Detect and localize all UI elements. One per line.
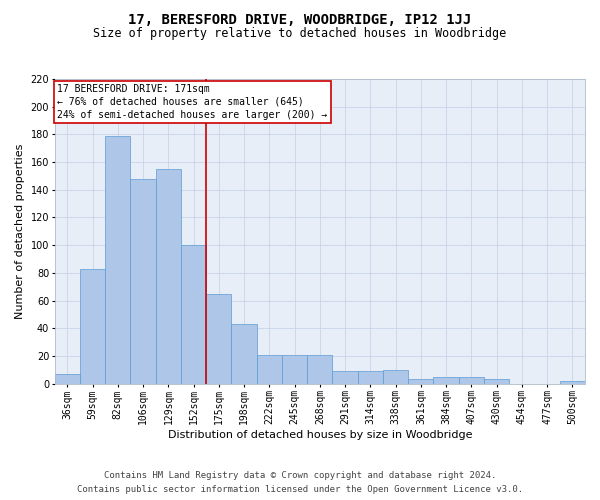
Bar bbox=[560, 381, 585, 384]
Bar bbox=[181, 245, 206, 384]
Bar bbox=[433, 376, 459, 384]
Bar bbox=[55, 374, 80, 384]
Bar bbox=[156, 169, 181, 384]
Bar bbox=[282, 354, 307, 384]
Text: 17 BERESFORD DRIVE: 171sqm
← 76% of detached houses are smaller (645)
24% of sem: 17 BERESFORD DRIVE: 171sqm ← 76% of deta… bbox=[58, 84, 328, 120]
Bar bbox=[105, 136, 130, 384]
Bar bbox=[383, 370, 408, 384]
X-axis label: Distribution of detached houses by size in Woodbridge: Distribution of detached houses by size … bbox=[167, 430, 472, 440]
Bar bbox=[408, 380, 433, 384]
Text: 17, BERESFORD DRIVE, WOODBRIDGE, IP12 1JJ: 17, BERESFORD DRIVE, WOODBRIDGE, IP12 1J… bbox=[128, 12, 472, 26]
Y-axis label: Number of detached properties: Number of detached properties bbox=[15, 144, 25, 319]
Bar bbox=[130, 178, 156, 384]
Bar bbox=[459, 376, 484, 384]
Bar bbox=[484, 380, 509, 384]
Bar bbox=[358, 371, 383, 384]
Bar bbox=[257, 354, 282, 384]
Bar bbox=[307, 354, 332, 384]
Bar bbox=[206, 294, 232, 384]
Text: Contains public sector information licensed under the Open Government Licence v3: Contains public sector information licen… bbox=[77, 484, 523, 494]
Bar bbox=[80, 268, 105, 384]
Bar bbox=[232, 324, 257, 384]
Text: Size of property relative to detached houses in Woodbridge: Size of property relative to detached ho… bbox=[94, 28, 506, 40]
Text: Contains HM Land Registry data © Crown copyright and database right 2024.: Contains HM Land Registry data © Crown c… bbox=[104, 472, 496, 480]
Bar bbox=[332, 371, 358, 384]
